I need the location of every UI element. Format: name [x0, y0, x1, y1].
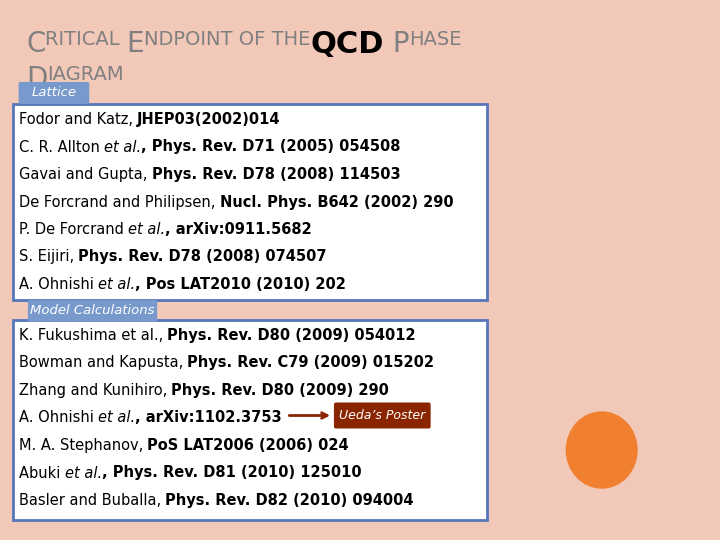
Text: , arXiv:0911.5682: , arXiv:0911.5682	[165, 222, 312, 237]
Circle shape	[567, 412, 637, 488]
Text: M. A. Stephanov,: M. A. Stephanov,	[19, 438, 148, 453]
Text: et al.: et al.	[65, 465, 102, 481]
Text: S. Eijiri,: S. Eijiri,	[19, 249, 78, 265]
Text: QCD: QCD	[310, 30, 384, 59]
Text: Nucl. Phys. B642 (2002) 290: Nucl. Phys. B642 (2002) 290	[220, 194, 453, 210]
Text: , Phys. Rev. D81 (2010) 125010: , Phys. Rev. D81 (2010) 125010	[102, 465, 361, 481]
Text: E: E	[126, 30, 144, 58]
Text: IAGRAM: IAGRAM	[48, 65, 124, 84]
Text: Phys. Rev. D78 (2008) 074507: Phys. Rev. D78 (2008) 074507	[78, 249, 327, 265]
Text: A. Ohnishi: A. Ohnishi	[19, 277, 98, 292]
Text: Lattice: Lattice	[32, 86, 76, 99]
Text: Zhang and Kunihiro,: Zhang and Kunihiro,	[19, 383, 171, 398]
Text: et al.: et al.	[128, 222, 165, 237]
Text: C. R. Allton: C. R. Allton	[19, 139, 104, 154]
Text: , Pos LAT2010 (2010) 202: , Pos LAT2010 (2010) 202	[135, 277, 346, 292]
Text: Abuki: Abuki	[19, 465, 65, 481]
Text: et al.: et al.	[98, 410, 135, 426]
Text: Phys. Rev. D80 (2009) 290: Phys. Rev. D80 (2009) 290	[171, 383, 390, 398]
FancyBboxPatch shape	[334, 402, 431, 429]
Text: Model Calculations: Model Calculations	[30, 305, 155, 318]
FancyBboxPatch shape	[13, 320, 487, 520]
Text: D: D	[26, 65, 48, 93]
Text: P. De Forcrand: P. De Forcrand	[19, 222, 128, 237]
Text: De Forcrand and Philipsen,: De Forcrand and Philipsen,	[19, 194, 220, 210]
Text: HASE: HASE	[410, 30, 462, 49]
Text: A. Ohnishi: A. Ohnishi	[19, 410, 98, 426]
Text: Gavai and Gupta,: Gavai and Gupta,	[19, 167, 152, 182]
Text: JHEP03(2002)014: JHEP03(2002)014	[138, 112, 281, 127]
Text: Phys. Rev. C79 (2009) 015202: Phys. Rev. C79 (2009) 015202	[187, 355, 434, 370]
Text: et al.: et al.	[98, 277, 135, 292]
FancyBboxPatch shape	[13, 104, 487, 300]
Text: K. Fukushima et al.,: K. Fukushima et al.,	[19, 328, 168, 343]
Text: Phys. Rev. D82 (2010) 094004: Phys. Rev. D82 (2010) 094004	[166, 493, 414, 508]
FancyBboxPatch shape	[28, 300, 157, 322]
Text: Basler and Buballa,: Basler and Buballa,	[19, 493, 166, 508]
Text: NDPOINT OF THE: NDPOINT OF THE	[144, 30, 310, 49]
Text: P: P	[384, 30, 410, 58]
Text: Fodor and Katz,: Fodor and Katz,	[19, 112, 138, 127]
Text: C: C	[26, 30, 45, 58]
Text: Ueda’s Poster: Ueda’s Poster	[339, 409, 426, 422]
Text: RITICAL: RITICAL	[45, 30, 126, 49]
Text: et al.: et al.	[104, 139, 141, 154]
Text: Phys. Rev. D78 (2008) 114503: Phys. Rev. D78 (2008) 114503	[152, 167, 400, 182]
Text: , arXiv:1102.3753: , arXiv:1102.3753	[135, 410, 282, 426]
Text: Phys. Rev. D80 (2009) 054012: Phys. Rev. D80 (2009) 054012	[168, 328, 416, 343]
Text: Bowman and Kapusta,: Bowman and Kapusta,	[19, 355, 187, 370]
Text: PoS LAT2006 (2006) 024: PoS LAT2006 (2006) 024	[148, 438, 349, 453]
FancyBboxPatch shape	[19, 82, 89, 104]
Text: , Phys. Rev. D71 (2005) 054508: , Phys. Rev. D71 (2005) 054508	[141, 139, 401, 154]
